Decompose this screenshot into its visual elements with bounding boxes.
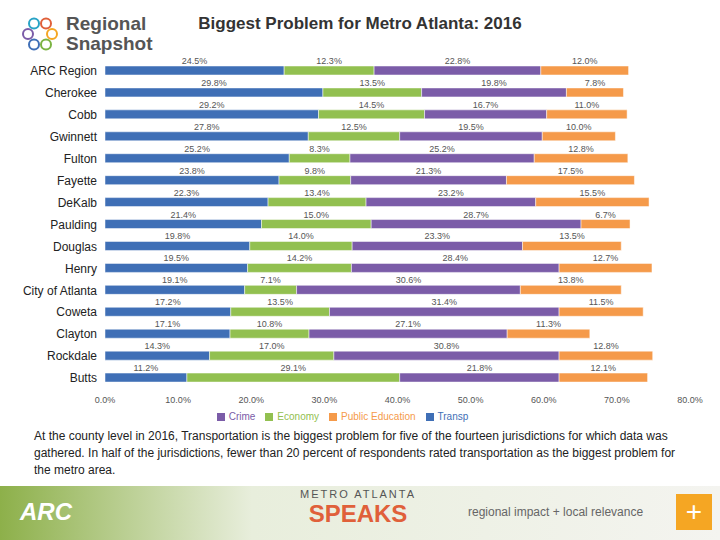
svg-text:17.1%: 17.1% — [155, 319, 181, 329]
html-text:ARC: ARC — [20, 498, 72, 525]
svg-text:DeKalb: DeKalb — [58, 196, 98, 210]
svg-text:29.8%: 29.8% — [201, 78, 227, 88]
svg-text:7.8%: 7.8% — [585, 78, 606, 88]
svg-text:23.2%: 23.2% — [438, 188, 464, 198]
svg-text:23.8%: 23.8% — [179, 166, 205, 176]
svg-text:17.0%: 17.0% — [259, 341, 285, 351]
svg-text:13.5%: 13.5% — [267, 297, 293, 307]
svg-text:24.5%: 24.5% — [182, 56, 208, 66]
svg-text:30.8%: 30.8% — [434, 341, 460, 351]
svg-text:Henry: Henry — [65, 262, 97, 276]
svg-text:Fulton: Fulton — [64, 152, 97, 166]
svg-text:11.3%: 11.3% — [536, 319, 561, 329]
svg-text:13.5%: 13.5% — [360, 78, 386, 88]
svg-text:10.8%: 10.8% — [257, 319, 283, 329]
svg-text:30.6%: 30.6% — [396, 275, 422, 285]
svg-text:29.1%: 29.1% — [281, 363, 307, 373]
svg-text:21.3%: 21.3% — [416, 166, 442, 176]
svg-text:City of Atlanta: City of Atlanta — [23, 284, 97, 298]
html-text:Regional: Regional — [66, 13, 147, 34]
html-text:Transp: Transp — [437, 411, 469, 422]
svg-text:11.2%: 11.2% — [134, 363, 159, 373]
svg-text:22.8%: 22.8% — [445, 56, 471, 66]
svg-text:Butts: Butts — [70, 371, 97, 385]
svg-text:21.4%: 21.4% — [170, 210, 196, 220]
svg-text:19.5%: 19.5% — [458, 122, 484, 132]
svg-text:Fayette: Fayette — [57, 174, 97, 188]
svg-text:12.5%: 12.5% — [341, 122, 367, 132]
svg-text:ARC Region: ARC Region — [30, 64, 97, 78]
html-text:Economy: Economy — [277, 411, 319, 422]
html-text:Crime: Crime — [228, 411, 256, 422]
html-text:SPEAKS: SPEAKS — [308, 500, 408, 527]
svg-text:14.5%: 14.5% — [359, 100, 385, 110]
svg-text:27.8%: 27.8% — [194, 122, 220, 132]
svg-text:29.2%: 29.2% — [199, 100, 225, 110]
svg-text:14.2%: 14.2% — [287, 253, 313, 263]
svg-text:Clayton: Clayton — [56, 327, 97, 341]
html-text:Public Education: Public Education — [341, 411, 416, 422]
svg-text:8.3%: 8.3% — [309, 144, 330, 154]
svg-text:28.7%: 28.7% — [463, 210, 489, 220]
svg-text:Paulding: Paulding — [50, 218, 97, 232]
svg-text:13.5%: 13.5% — [559, 231, 585, 241]
svg-text:80.0%: 80.0% — [677, 395, 703, 405]
svg-text:12.8%: 12.8% — [593, 341, 619, 351]
html-text:At the county level in 2016, T: At the county level in 2016, Transportat… — [34, 429, 676, 477]
svg-text:50.0%: 50.0% — [458, 395, 484, 405]
svg-text:Rockdale: Rockdale — [47, 349, 97, 363]
svg-text:14.0%: 14.0% — [288, 231, 314, 241]
svg-text:19.5%: 19.5% — [164, 253, 190, 263]
svg-text:12.0%: 12.0% — [572, 56, 598, 66]
svg-text:Gwinnett: Gwinnett — [50, 130, 98, 144]
svg-text:7.1%: 7.1% — [260, 275, 281, 285]
svg-text:21.8%: 21.8% — [467, 363, 493, 373]
svg-text:27.1%: 27.1% — [395, 319, 421, 329]
svg-text:Cherokee: Cherokee — [45, 86, 97, 100]
svg-text:28.4%: 28.4% — [443, 253, 469, 263]
svg-text:10.0%: 10.0% — [165, 395, 191, 405]
svg-text:Coweta: Coweta — [56, 305, 97, 319]
svg-text:70.0%: 70.0% — [604, 395, 630, 405]
svg-text:25.2%: 25.2% — [429, 144, 455, 154]
html-text:Biggest Problem for Metro Atla: Biggest Problem for Metro Atlanta: 2016 — [198, 14, 522, 33]
svg-text:12.8%: 12.8% — [568, 144, 594, 154]
svg-text:9.8%: 9.8% — [305, 166, 326, 176]
svg-text:17.2%: 17.2% — [155, 297, 181, 307]
svg-text:19.8%: 19.8% — [165, 231, 191, 241]
svg-text:12.7%: 12.7% — [593, 253, 619, 263]
svg-text:14.3%: 14.3% — [145, 341, 171, 351]
svg-text:22.3%: 22.3% — [174, 188, 200, 198]
svg-text:11.0%: 11.0% — [574, 100, 599, 110]
svg-text:0.0%: 0.0% — [95, 395, 116, 405]
svg-text:Cobb: Cobb — [68, 108, 97, 122]
svg-text:15.0%: 15.0% — [304, 210, 330, 220]
svg-text:40.0%: 40.0% — [385, 395, 411, 405]
svg-text:60.0%: 60.0% — [531, 395, 557, 405]
svg-text:16.7%: 16.7% — [473, 100, 499, 110]
html-text:regional impact + local releva: regional impact + local relevance — [468, 505, 644, 519]
svg-text:10.0%: 10.0% — [566, 122, 592, 132]
svg-text:17.5%: 17.5% — [558, 166, 584, 176]
svg-text:20.0%: 20.0% — [238, 395, 264, 405]
html-text:METRO ATLANTA: METRO ATLANTA — [300, 488, 416, 500]
svg-text:12.1%: 12.1% — [591, 363, 617, 373]
svg-text:19.8%: 19.8% — [481, 78, 507, 88]
svg-text:30.0%: 30.0% — [312, 395, 338, 405]
svg-text:13.4%: 13.4% — [304, 188, 330, 198]
svg-text:31.4%: 31.4% — [432, 297, 458, 307]
svg-text:23.3%: 23.3% — [425, 231, 451, 241]
svg-text:6.7%: 6.7% — [595, 210, 616, 220]
svg-text:19.1%: 19.1% — [162, 275, 188, 285]
svg-text:12.3%: 12.3% — [316, 56, 342, 66]
html-text:Snapshot: Snapshot — [66, 33, 153, 54]
svg-text:Douglas: Douglas — [53, 240, 97, 254]
svg-text:15.5%: 15.5% — [580, 188, 606, 198]
svg-text:13.8%: 13.8% — [558, 275, 584, 285]
svg-text:11.5%: 11.5% — [589, 297, 614, 307]
svg-text:25.2%: 25.2% — [184, 144, 210, 154]
